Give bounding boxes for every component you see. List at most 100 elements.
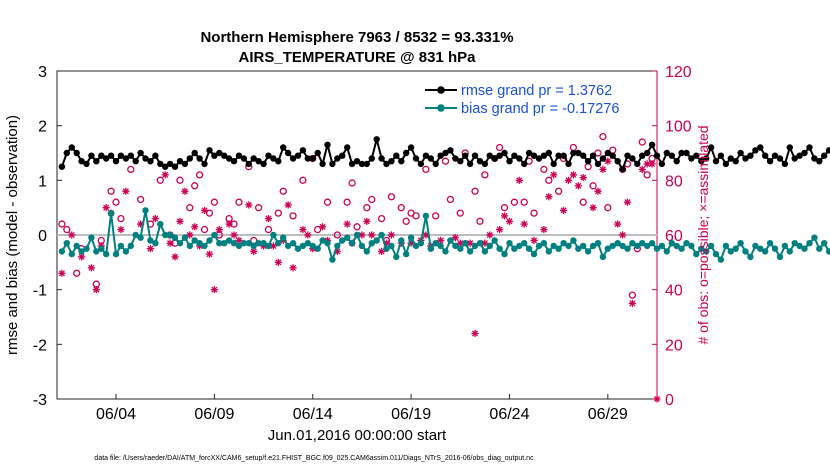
bias-point — [825, 248, 830, 255]
bias-point — [575, 245, 582, 252]
bias-point — [412, 242, 420, 250]
rmse-point — [575, 149, 582, 157]
bias-point — [122, 248, 130, 255]
obs-assimilated-point — [342, 219, 352, 229]
rmse-point — [388, 158, 395, 165]
rmse-point — [653, 152, 661, 159]
rmse-point — [344, 144, 351, 151]
bias-point — [368, 240, 375, 247]
obs-possible-point — [353, 223, 361, 231]
rmse-point — [260, 160, 267, 168]
chart-title: Northern Hemisphere 7963 / 8532 = 93.331… — [200, 29, 513, 46]
bias-point — [771, 245, 779, 252]
bias-point — [712, 250, 720, 258]
bias-point — [442, 248, 449, 255]
obs-assimilated-point — [160, 170, 170, 180]
bias-point — [658, 242, 666, 250]
bias-point — [83, 245, 90, 252]
obs-possible-point — [579, 198, 587, 206]
bias-point — [717, 256, 725, 263]
bias-point — [486, 242, 493, 250]
rmse-point — [703, 155, 710, 162]
obs-assimilated-point — [288, 263, 298, 273]
rmse-point — [506, 158, 513, 165]
rmse-point — [457, 158, 464, 165]
rmse-point — [486, 152, 493, 159]
rmse-point — [225, 155, 233, 162]
obs-assimilated-point — [205, 249, 214, 259]
rmse-point — [707, 144, 715, 151]
rmse-point — [334, 155, 341, 162]
bias-point — [378, 231, 385, 239]
rmse-point — [78, 158, 85, 165]
obs-possible-point — [456, 209, 464, 217]
rmse-point — [339, 152, 346, 159]
bias-point — [437, 242, 444, 250]
rmse-point — [752, 147, 759, 154]
obs-assimilated-point — [67, 230, 77, 240]
rmse-point — [142, 155, 149, 162]
rmse-point — [525, 149, 533, 157]
bias-point — [166, 231, 174, 239]
bias-point — [93, 248, 100, 255]
x-tick-label: 06/19 — [391, 406, 431, 423]
rmse-point — [604, 149, 611, 157]
rmse-point — [535, 155, 543, 162]
rmse-point — [289, 155, 297, 162]
rmse-point — [216, 149, 223, 157]
bias-point — [221, 240, 228, 247]
bias-point — [398, 237, 405, 244]
bias-point — [294, 245, 302, 252]
rmse-point — [393, 152, 400, 159]
x-tick-label: 06/09 — [194, 406, 234, 423]
rmse-point — [58, 163, 66, 170]
bias-point — [265, 242, 272, 250]
obs-possible-point — [205, 209, 214, 217]
bias-point — [639, 240, 646, 247]
bias-point — [707, 242, 715, 250]
bias-point — [427, 245, 434, 252]
rmse-point — [206, 147, 213, 154]
obs-possible-point — [387, 193, 396, 201]
obs-assimilated-point — [116, 225, 126, 234]
y2-tick-label: 80 — [665, 173, 683, 190]
obs-possible-point — [363, 204, 371, 212]
bias-point — [540, 240, 548, 247]
bias-point — [422, 212, 430, 220]
obs-assimilated-point — [210, 285, 219, 294]
obs-possible-point — [279, 187, 287, 195]
bias-point — [73, 242, 80, 250]
obs-assimilated-point — [519, 219, 529, 229]
rmse-point — [363, 160, 370, 168]
bias-point — [344, 234, 351, 241]
bias-point — [796, 242, 803, 250]
rmse-point — [644, 149, 651, 157]
rmse-point — [299, 147, 307, 154]
bias-point — [624, 245, 631, 252]
bias-point — [816, 245, 823, 252]
obs-assimilated-point — [593, 187, 603, 196]
rmse-point — [786, 144, 793, 151]
bias-point — [98, 245, 105, 252]
rmse-point — [117, 152, 125, 159]
bias-point — [280, 234, 287, 241]
rmse-point — [412, 155, 420, 162]
rmse-point — [501, 149, 508, 157]
bias-point — [511, 245, 518, 252]
y-tick-label: -3 — [33, 392, 47, 409]
rmse-point — [771, 152, 779, 159]
rmse-point — [265, 152, 272, 159]
obs-assimilated-point — [574, 181, 583, 191]
y-axis-label: rmse and bias (model - observation) — [4, 115, 21, 355]
x-tick-label: 06/04 — [96, 406, 136, 423]
bias-point — [634, 242, 641, 250]
rmse-point — [609, 152, 616, 159]
bias-point — [137, 234, 144, 241]
obs-assimilated-point — [529, 236, 539, 245]
bias-point — [806, 240, 813, 247]
obs-possible-point — [594, 149, 602, 157]
obs-possible-point — [648, 154, 656, 163]
obs-assimilated-point — [298, 225, 308, 234]
bias-point — [171, 234, 179, 241]
obs-assimilated-point — [485, 230, 495, 240]
